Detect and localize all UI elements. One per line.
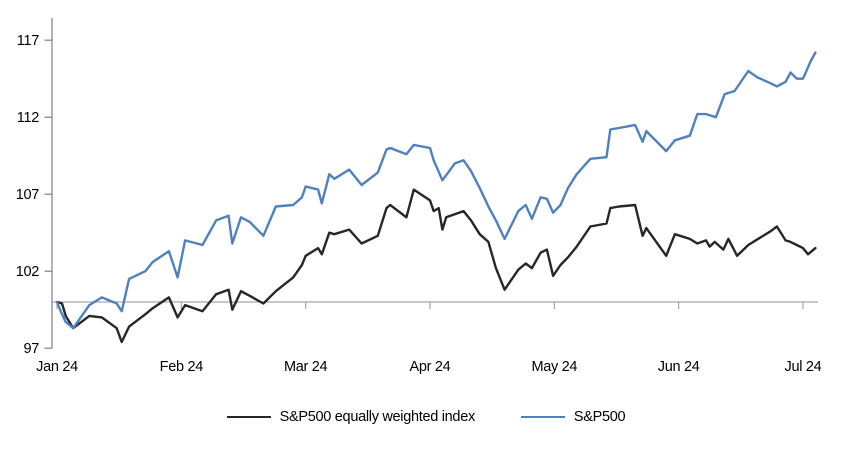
y-axis-tick-label: 107	[16, 187, 40, 203]
x-axis-tick-label: Feb 24	[160, 359, 204, 375]
x-axis-tick-label: Apr 24	[410, 359, 451, 375]
x-axis-tick-label: Jul 24	[785, 359, 822, 375]
series-line-sp500	[55, 51, 817, 330]
legend-line-sp500-icon	[520, 416, 565, 418]
legend-line-equal-weight-icon	[226, 416, 271, 418]
y-axis-tick-label: 102	[16, 264, 40, 280]
x-axis-tick-label: Mar 24	[284, 359, 328, 375]
y-axis-tick-label: 117	[17, 33, 39, 49]
legend-label-sp500: S&P500	[573, 409, 626, 425]
legend: S&P500 equally weighted index S&P500	[0, 409, 852, 425]
legend-label-equal-weight: S&P500 equally weighted index	[279, 409, 476, 425]
y-axis-tick-label: 112	[17, 110, 39, 126]
y-axis-tick-label: 97	[23, 341, 39, 357]
x-axis-tick-label: Jun 24	[658, 359, 700, 375]
legend-key-sp500: S&P500	[520, 409, 626, 425]
series-line-equal-weight	[55, 188, 817, 344]
x-axis-tick-label: May 24	[531, 359, 577, 375]
x-axis-tick-label: Jan 24	[36, 359, 78, 375]
legend-key-equal-weight: S&P500 equally weighted index	[226, 409, 476, 425]
